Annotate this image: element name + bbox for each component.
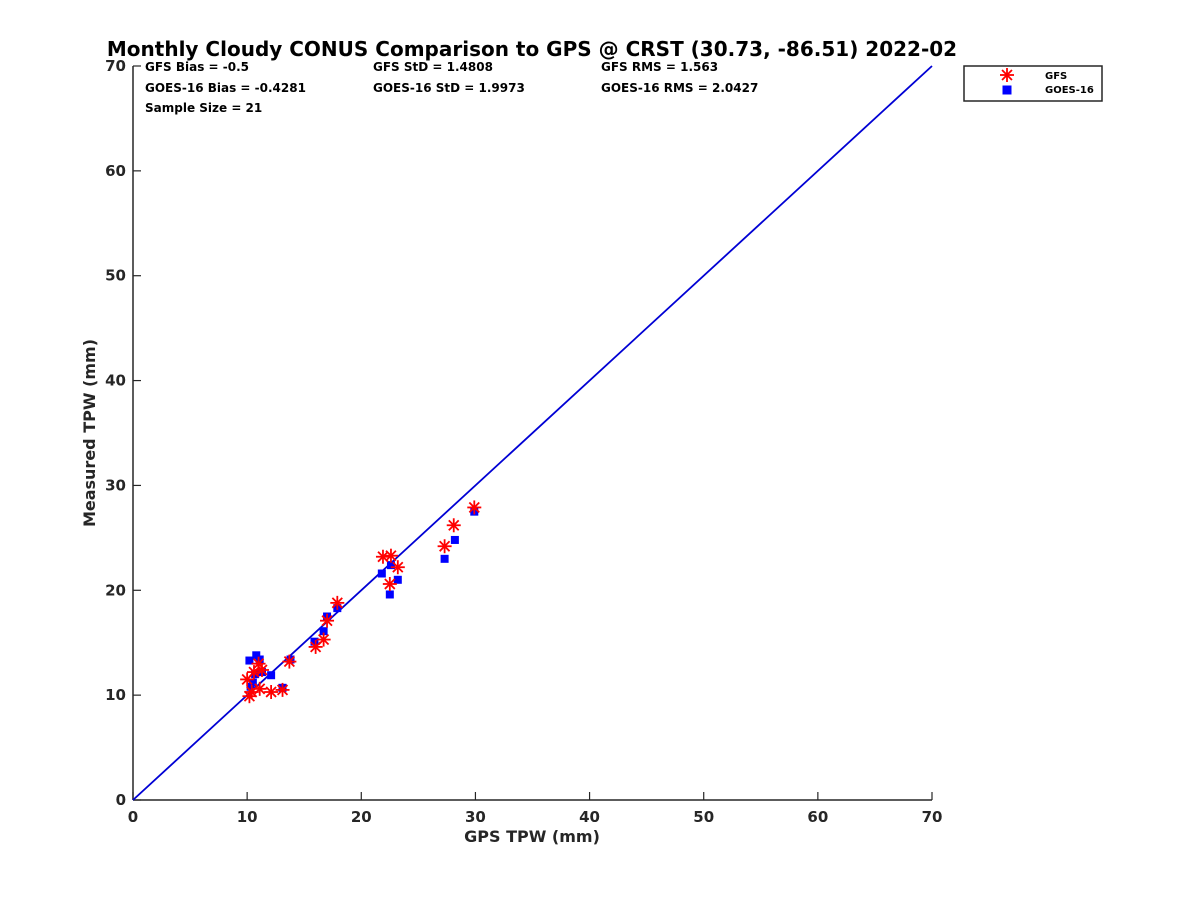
x-tick-label: 40 <box>579 808 600 826</box>
gfs-point <box>254 662 269 677</box>
y-tick-label: 70 <box>105 57 126 75</box>
y-tick-label: 0 <box>116 791 126 809</box>
goes16-point <box>440 554 449 563</box>
gfs-point <box>282 654 297 669</box>
x-tick-label: 20 <box>351 808 372 826</box>
gfs-point <box>275 682 290 697</box>
gfs-point <box>244 684 259 699</box>
gfs-point <box>383 548 398 563</box>
y-tick-label: 60 <box>105 162 126 180</box>
goes-rms-label: GOES-16 RMS = 2.0427 <box>601 81 758 95</box>
gfs-bias-label: GFS Bias = -0.5 <box>145 60 249 74</box>
goes16-point <box>385 590 394 599</box>
y-tick-label: 10 <box>105 686 126 704</box>
goes16-point <box>386 561 395 570</box>
x-tick-label: 50 <box>693 808 714 826</box>
legend-goes-marker <box>1002 85 1012 95</box>
y-tick-label: 30 <box>105 476 126 494</box>
goes-std-label: GOES-16 StD = 1.9973 <box>373 81 525 95</box>
legend: GFS GOES-16 <box>963 65 1103 102</box>
goes16-point <box>310 637 319 646</box>
sample-size-label: Sample Size = 21 <box>145 101 262 115</box>
gfs-point <box>316 632 331 647</box>
x-axis-label: GPS TPW (mm) <box>464 827 600 846</box>
goes16-point <box>450 535 459 544</box>
stats-annotations: GFS Bias = -0.5 GOES-16 Bias = -0.4281 S… <box>145 60 758 115</box>
gfs-point <box>251 656 266 671</box>
goes16-point <box>319 627 328 636</box>
y-axis-label: Measured TPW (mm) <box>80 339 99 527</box>
goes16-point <box>255 655 264 664</box>
goes16-point <box>248 678 257 687</box>
goes16-point <box>393 575 402 584</box>
gfs-point <box>437 539 452 554</box>
gfs-point <box>330 595 345 610</box>
x-tick-label: 30 <box>465 808 486 826</box>
axes: 0 10 20 30 40 50 60 70 0 10 20 30 40 50 60 70 <box>105 57 942 826</box>
gfs-point <box>264 684 279 699</box>
gfs-point <box>390 560 405 575</box>
reference-line-group <box>132 65 933 801</box>
y-tick-label: 20 <box>105 581 126 599</box>
chart-title: Monthly Cloudy CONUS Comparison to GPS @… <box>107 37 957 61</box>
legend-gfs-label: GFS <box>1045 71 1067 82</box>
x-tick-label: 60 <box>807 808 828 826</box>
data-points <box>240 500 482 704</box>
gfs-point <box>320 613 335 628</box>
goes16-point <box>252 651 261 660</box>
goes16-point <box>267 671 276 680</box>
x-tick-label: 0 <box>128 808 138 826</box>
goes16-point <box>246 682 255 691</box>
legend-gfs-marker <box>1000 68 1014 82</box>
one-to-one-line <box>132 65 933 801</box>
goes-bias-label: GOES-16 Bias = -0.4281 <box>145 81 306 95</box>
y-tick-label: 40 <box>105 372 126 390</box>
y-tick-label: 50 <box>105 267 126 285</box>
gfs-point <box>467 500 482 515</box>
goes16-point <box>377 569 386 578</box>
x-tick-label: 10 <box>237 808 258 826</box>
gfs-point <box>382 576 397 591</box>
legend-box <box>963 65 1103 102</box>
gfs-point <box>446 518 461 533</box>
legend-goes-label: GOES-16 <box>1045 85 1094 96</box>
gfs-rms-label: GFS RMS = 1.563 <box>601 60 718 74</box>
goes16-point <box>245 656 254 665</box>
x-tick-label: 70 <box>922 808 943 826</box>
gfs-std-label: GFS StD = 1.4808 <box>373 60 493 74</box>
